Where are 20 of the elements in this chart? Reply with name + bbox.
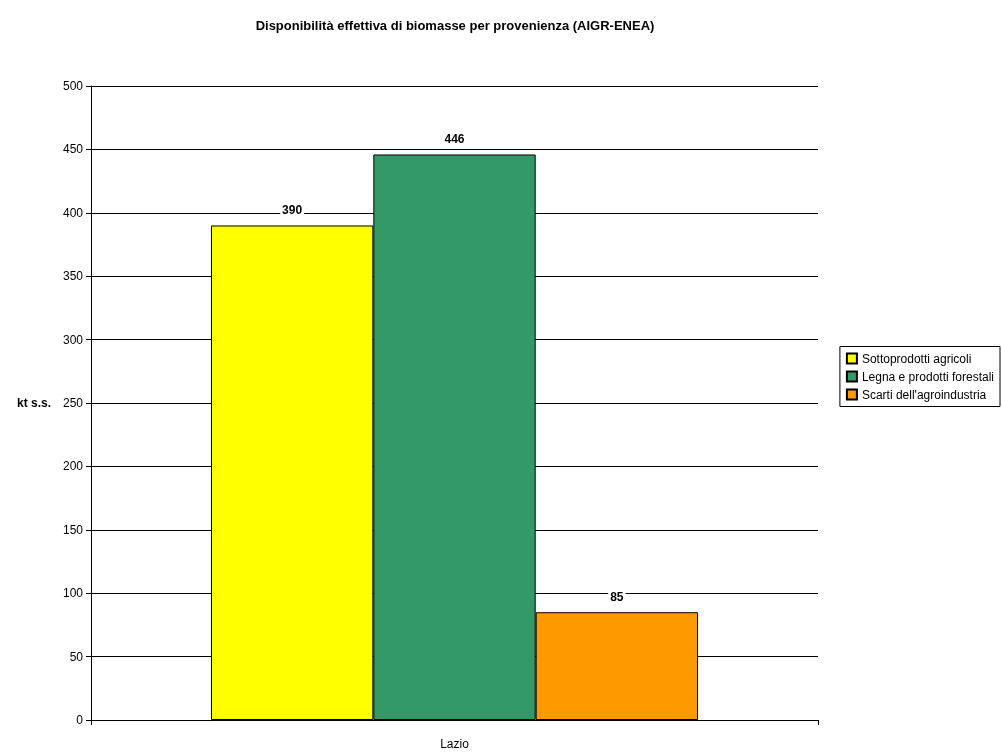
y-tick-label: 100 [62,586,84,601]
y-tick-label: 250 [62,396,84,410]
data-label: 390 [282,203,303,218]
x-tick-label: Lazio [440,737,470,751]
chart-title: Disponibilità effettiva di biomasse per provenienza (AIGR-ENEA) [255,18,655,33]
y-tick-label: 300 [62,332,84,347]
legend-label: Sottoprodotti agricoli [861,351,972,366]
data-label: 85 [610,590,624,605]
y-tick-label: 500 [62,79,84,93]
data-label: 446 [444,132,465,147]
y-tick-label: 200 [62,459,84,474]
y-tick-label: 150 [62,522,84,537]
y-tick-label: 350 [62,269,84,284]
y-tick-label: 50 [69,649,84,664]
y-axis-title: kt s.s. [16,396,51,410]
legend-label: Legna e prodotti forestali [861,369,995,384]
y-tick-label: 0 [76,713,84,727]
y-tick-label: 400 [62,205,84,220]
y-tick-label: 450 [62,142,84,157]
legend-label: Scarti dell'agroindustria [861,387,987,402]
